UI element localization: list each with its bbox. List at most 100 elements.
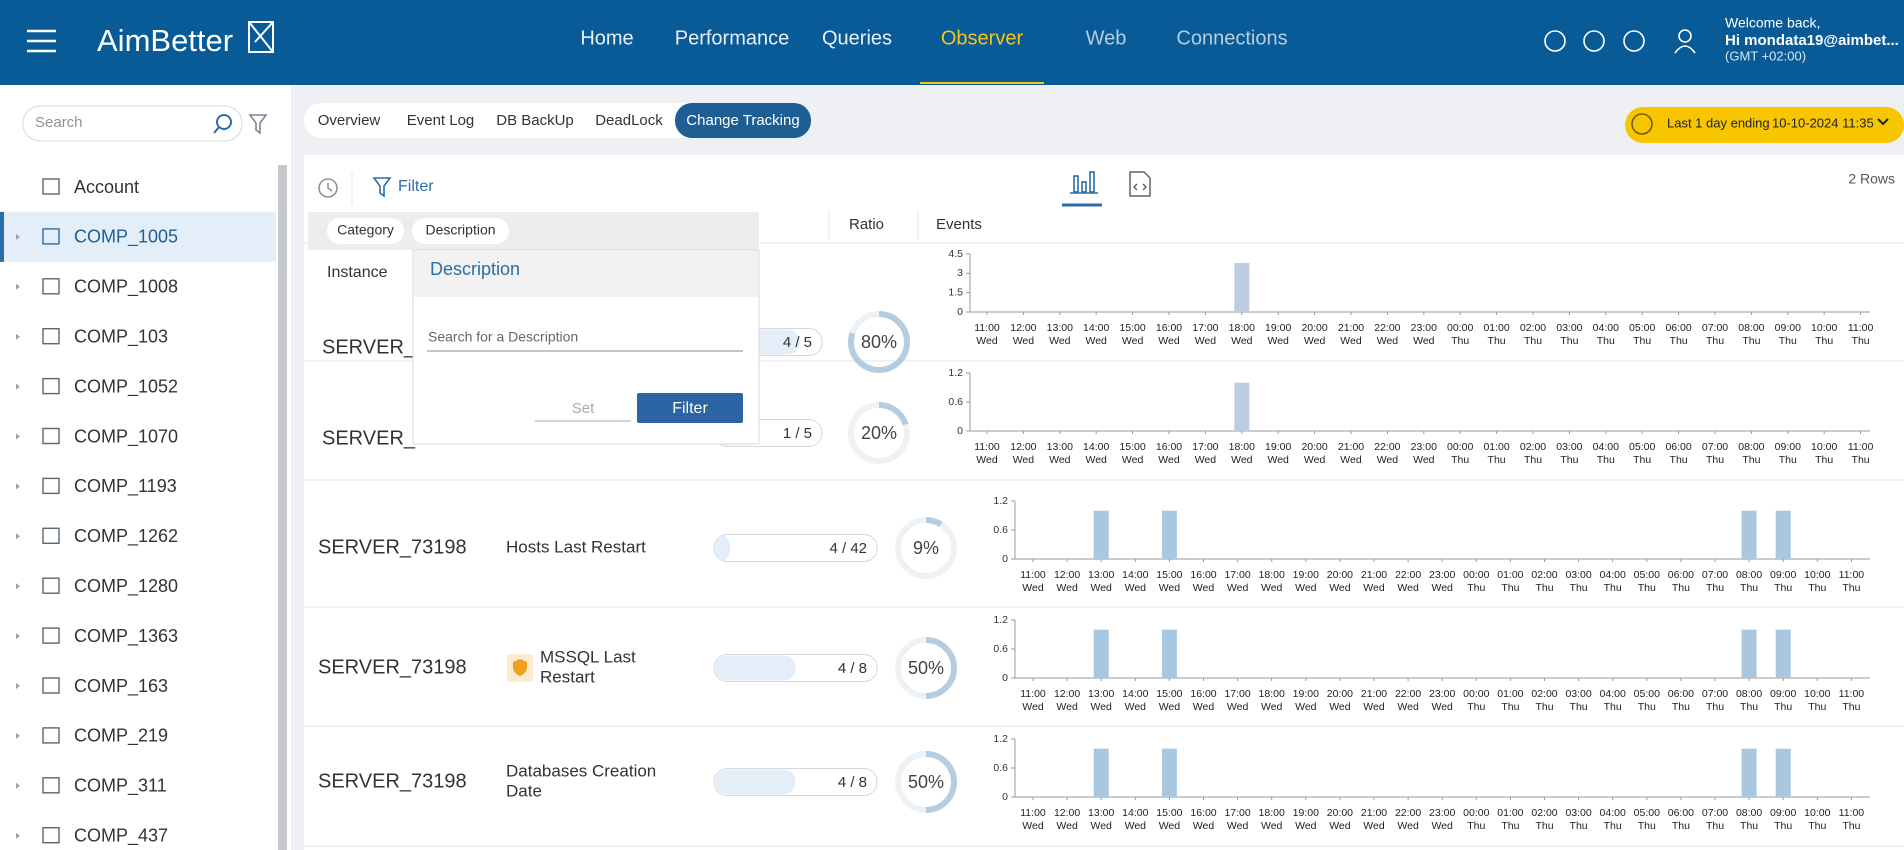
expand-arrow[interactable] [16,333,20,340]
menu-item[interactable]: Connections [1176,27,1287,49]
history-icon[interactable] [318,178,338,198]
x-tick-label: 04:00 [1600,807,1626,819]
expand-arrow[interactable] [16,832,20,839]
menu-item[interactable]: Observer [941,27,1024,49]
chip-label[interactable]: Description [425,222,495,238]
x-tick-label: 11:00 [1020,569,1046,581]
sidebar-item[interactable]: COMP_163 [74,676,168,697]
code-view-icon[interactable] [1129,171,1151,197]
sidebar-item[interactable]: COMP_311 [74,776,167,797]
tab[interactable]: DB BackUp [496,112,574,129]
event-bar [1161,748,1177,797]
sidebar-item[interactable]: COMP_219 [74,726,168,747]
menu-item[interactable]: Web [1086,27,1127,49]
tab[interactable]: Change Tracking [686,112,799,129]
expand-arrow[interactable] [16,383,20,390]
sidebar-search[interactable] [22,105,243,142]
sidebar-item[interactable]: COMP_1193 [74,476,177,497]
filter-button[interactable] [637,393,743,423]
expand-arrow[interactable] [16,732,20,739]
x-tick-label: 15:00 [1119,322,1145,334]
x-tick-label: 15:00 [1156,569,1182,581]
gear-icon[interactable] [1623,30,1645,52]
x-tick-label: Thu [1638,701,1656,713]
sidebar-item[interactable]: COMP_1005 [74,227,178,248]
x-tick-label: Wed [1158,454,1180,466]
x-tick-label: Thu [1670,454,1688,466]
expand-arrow[interactable] [16,533,20,540]
x-tick-label: 14:00 [1083,441,1109,453]
x-tick-label: Wed [1295,582,1317,594]
description: Hosts Last Restart [506,537,646,556]
x-tick-label: 11:00 [1020,688,1046,700]
x-tick-label: Wed [1056,820,1078,832]
sidebar-item[interactable]: COMP_1363 [74,626,178,647]
x-tick-label: Thu [1852,454,1870,466]
sidebar-item[interactable]: COMP_1052 [74,376,178,397]
x-tick-label: Wed [1227,582,1249,594]
item-icon [42,377,60,395]
filter-icon[interactable] [248,114,268,135]
expand-arrow[interactable] [16,233,20,240]
x-tick-label: 15:00 [1119,441,1145,453]
x-tick-label: Wed [1295,701,1317,713]
expand-arrow[interactable] [16,633,20,640]
column-ratio: Ratio [849,216,884,233]
set-button[interactable]: Set [572,400,595,417]
user-icon[interactable] [1678,29,1692,43]
chip-label[interactable]: Category [337,222,394,238]
x-tick-label: 09:00 [1770,569,1796,581]
scrollbar [278,165,287,850]
expand-arrow[interactable] [16,283,20,290]
tab[interactable]: Event Log [407,112,475,129]
x-tick-label: 11:00 [974,441,1000,453]
sidebar-item[interactable]: COMP_1262 [74,526,178,547]
x-tick-label: 07:00 [1702,569,1728,581]
sidebar-item[interactable]: COMP_103 [74,326,168,347]
expand-arrow[interactable] [16,683,20,689]
ratio-label: 9% [913,538,939,558]
menu-item[interactable]: Queries [822,27,892,49]
time-range-pill[interactable] [1625,107,1904,143]
filter-label[interactable]: Filter [398,178,434,195]
donut-arc [895,517,957,579]
time-range-date: 10-10-2024 11:35 [1772,115,1874,130]
x-tick-label: 07:00 [1702,441,1728,453]
item-icon [42,777,60,794]
sidebar-item[interactable]: COMP_437 [74,825,168,846]
x-tick-label: 01:00 [1497,688,1523,700]
x-tick-label: 22:00 [1395,688,1421,700]
x-tick-label: Wed [1431,582,1453,594]
help-icon[interactable] [1583,30,1605,52]
settings-icon[interactable] [1544,30,1566,52]
x-tick-label: 13:00 [1088,807,1114,819]
expand-arrow[interactable] [16,583,20,590]
menu-item[interactable]: Home [580,27,633,49]
chart-view-icon[interactable] [1070,171,1098,194]
tab[interactable]: DeadLock [595,112,663,129]
filter-button-label[interactable]: Filter [672,400,708,417]
hamburger[interactable] [27,29,56,53]
instance-header [308,250,413,292]
sidebar-item[interactable]: Account [74,177,139,197]
sidebar-item[interactable]: COMP_1280 [74,576,178,597]
x-tick-label: Wed [1363,582,1385,594]
tab[interactable]: Overview [318,112,381,129]
x-tick-label: 21:00 [1361,569,1387,581]
filter-icon[interactable] [372,177,392,198]
sidebar-item[interactable]: COMP_1070 [74,426,178,447]
item-icon [42,228,60,245]
x-tick-label: Thu [1560,335,1578,347]
expand-arrow[interactable] [16,483,20,490]
x-tick-label: Wed [1125,701,1147,713]
x-tick-label: Thu [1524,335,1542,347]
chip[interactable] [327,218,404,244]
menu-item[interactable]: Performance [675,27,790,49]
chip[interactable] [412,218,509,244]
expand-arrow[interactable] [16,433,20,440]
x-tick-label: 11:00 [1839,688,1865,700]
expand-arrow[interactable] [16,782,20,789]
sidebar-item[interactable]: COMP_1008 [74,277,178,298]
x-tick-label: 20:00 [1301,441,1327,453]
x-tick-label: Wed [1085,454,1107,466]
